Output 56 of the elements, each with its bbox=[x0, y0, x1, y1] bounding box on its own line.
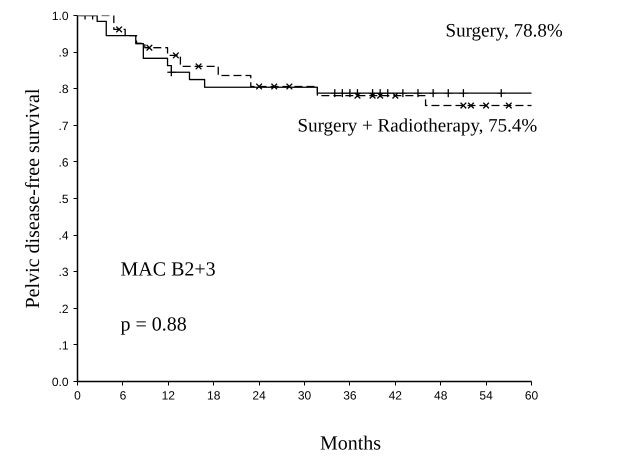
x-tick-label: 42 bbox=[388, 388, 402, 402]
y-tick-label: .2 bbox=[58, 302, 69, 316]
y-tick-label: .3 bbox=[58, 265, 69, 280]
y-tick-label: .5 bbox=[58, 192, 69, 206]
point bbox=[392, 92, 399, 100]
annotation: Surgery, 78.8% bbox=[446, 20, 563, 42]
x-axis-title: Months bbox=[320, 432, 382, 454]
point bbox=[256, 83, 263, 90]
point bbox=[505, 102, 512, 110]
point bbox=[376, 88, 385, 98]
x-tick-label: 30 bbox=[298, 388, 312, 402]
point bbox=[354, 92, 361, 100]
x-tick-label: 36 bbox=[343, 388, 357, 402]
point bbox=[444, 88, 453, 98]
x-tick-label: 24 bbox=[252, 388, 266, 402]
point bbox=[369, 92, 376, 100]
point bbox=[368, 88, 378, 98]
y-tick-label: .8 bbox=[58, 82, 69, 96]
point bbox=[428, 88, 438, 98]
point bbox=[496, 88, 506, 98]
point bbox=[460, 102, 467, 110]
x-tick-label: 18 bbox=[207, 388, 221, 402]
point bbox=[338, 88, 347, 98]
y-tick-label: 0.0 bbox=[52, 375, 69, 389]
point bbox=[195, 62, 202, 70]
point bbox=[172, 52, 180, 59]
x-tick-label: 48 bbox=[434, 388, 448, 402]
point bbox=[383, 88, 392, 98]
annotation: Surgery + Radiotherapy, 75.4% bbox=[298, 116, 538, 136]
annotation: MAC B2+3 bbox=[120, 258, 216, 280]
point bbox=[413, 88, 423, 98]
annotation: p = 0.88 bbox=[120, 314, 187, 336]
x-tick-label: 6 bbox=[120, 388, 127, 402]
x-tick-label: 0 bbox=[74, 388, 82, 402]
y-tick-label: .9 bbox=[58, 46, 69, 60]
point bbox=[398, 88, 408, 98]
x-tick-label: 60 bbox=[524, 388, 538, 402]
point bbox=[345, 88, 355, 98]
point bbox=[376, 92, 384, 100]
point bbox=[116, 26, 123, 33]
y-tick-label: .7 bbox=[58, 118, 69, 133]
point bbox=[146, 44, 153, 52]
point bbox=[330, 88, 340, 98]
y-axis-title: Pelvic disease-free survival bbox=[22, 88, 44, 308]
point bbox=[467, 102, 474, 110]
x-tick-label: 54 bbox=[479, 388, 494, 402]
y-tick-label: .6 bbox=[58, 155, 69, 170]
y-tick-label: .1 bbox=[58, 338, 69, 352]
y-tick-label: .4 bbox=[58, 228, 69, 243]
point bbox=[286, 83, 293, 90]
point bbox=[270, 83, 278, 90]
x-tick-label: 12 bbox=[162, 388, 176, 402]
point bbox=[166, 68, 176, 77]
point bbox=[458, 88, 468, 98]
point bbox=[482, 102, 490, 110]
y-tick-label: 1.0 bbox=[52, 9, 69, 23]
